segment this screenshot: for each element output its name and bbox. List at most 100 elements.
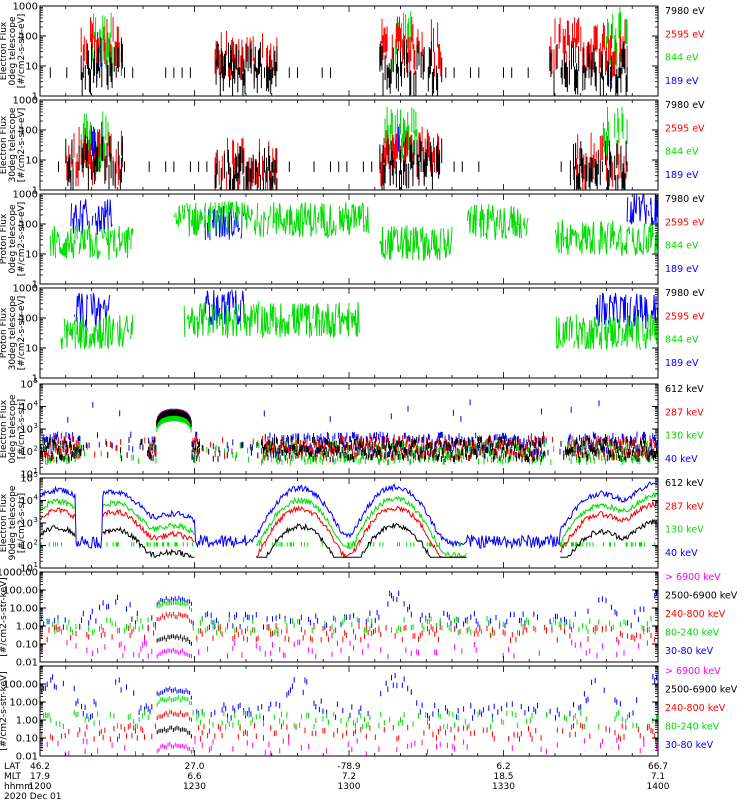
y-axis-label: 30deg telescope [8,107,18,182]
legend-entry: 2500-6900 keV [665,591,738,602]
series-844-ev [60,301,658,351]
panel-data [49,194,658,262]
y-tick-label: 100 [19,126,38,137]
y-tick-label: 0.01 [16,752,38,763]
y-tick-label: 10 [20,380,33,391]
legend-entry: 40 keV [665,454,698,465]
time-axis-mlt-label: 7.2 [342,772,356,782]
legend-entry: 7980 eV [665,6,705,17]
time-axis-row-label: MLT [4,772,22,782]
series-40-kev [40,481,658,550]
time-axis-lat-label: 27.0 [184,762,204,772]
y-axis-label: 0deg telescope [8,394,18,464]
time-axis-row-label: LAT [4,762,21,772]
legend-entry: 2595 eV [665,123,705,134]
time-axis-lat-label: 46.2 [30,762,50,772]
legend-entry: 240-800 keV [665,703,726,714]
y-tick-label: 10 [25,156,38,167]
series-612-kev [40,518,658,559]
series-trace [60,301,658,351]
y-tick-label: 10 [25,62,38,73]
y-tick-label: 1 [32,186,38,197]
series-trace [91,7,628,72]
series-trace [41,695,657,730]
legend-entry: 7980 eV [665,194,705,205]
panel-frame [39,665,659,757]
series-trace [40,518,658,559]
time-axis-mlt-label: 18.5 [493,772,513,782]
series-trace [41,639,648,660]
y-tick-label: 1000 [13,96,38,107]
legend-entry: 130 keV [665,525,704,536]
y-tick-label: 0.10 [16,640,38,651]
time-axis-hhmm-label: 1230 [183,782,206,792]
y-tick-label: 100 [19,220,38,231]
y-axis-label: Proton Flux [0,213,9,264]
legend-entry: 80-240 keV [665,722,720,733]
series-trace [80,16,628,84]
y-axis-label: [#/cm2-s-str-keV] [0,577,9,656]
y-tick-label: 0.10 [16,734,38,745]
series-240-800-kev [41,709,656,743]
series-trace [40,409,658,462]
y-tick-exponent: 1 [34,561,38,569]
legend-entry: 2595 eV [665,217,705,228]
legend-entry: 2500-6900 keV [665,685,738,696]
panel-frame [39,571,659,663]
y-axis-label: 90deg telescope [8,485,18,560]
y-axis-label: Electron Flux [0,493,9,552]
series-trace [40,501,658,559]
panel-ted-p-0: 1 10 100 1000 Proton Flux 0deg telescope [#/cm… [0,190,705,291]
panel-frame [39,99,659,191]
series-trace [40,590,657,631]
y-tick-label: 100 [19,32,38,43]
y-tick-label: 10 [20,402,33,413]
legend-entry: 30-80 keV [665,740,714,751]
series--6900-kev [41,639,648,660]
time-axis: LATMLThhmm46.217.9120027.06.61230-78.97.… [4,762,670,800]
y-tick-label: 1000 [13,284,38,295]
date-label: 2020 Dec 01 [4,792,62,800]
series-trace [40,737,657,756]
legend-entry: 287 keV [665,501,704,512]
y-tick-label: 1 [32,374,38,385]
series-trace [49,37,628,96]
y-axis-label: [#/cm2-s-str] [17,493,27,553]
y-tick-label: 10 [20,470,33,481]
y-tick-label: 100.00 [3,586,38,597]
y-axis-label: [#/cm2-s-str-eV] [17,296,27,371]
y-axis-label: 30deg telescope [8,295,18,370]
panel-data [40,481,658,559]
panel-data [40,672,657,756]
series-trace [40,600,652,636]
panel-frame [39,383,659,475]
series-287-kev [40,501,658,559]
legend-entry: > 6900 keV [665,666,721,677]
y-tick-label: 100 [19,314,38,325]
series-trace [49,201,658,262]
series--6900-kev [40,737,657,756]
series-trace [96,32,613,89]
panel-data [40,399,658,466]
series-80-240-kev [40,600,652,636]
legend-entry: > 6900 keV [665,572,721,583]
y-tick-exponent: 1 [34,467,38,475]
series-240-800-kev [41,611,657,643]
y-tick-label: 10 [25,250,38,261]
legend-entry: 30-80 keV [665,646,714,657]
time-axis-mlt-label: 17.9 [30,772,50,782]
time-axis-lat-label: 6.2 [496,762,510,772]
legend-entry: 2595 eV [665,311,705,322]
series-30-80-kev [40,590,657,631]
series-7980-ev [49,37,628,96]
y-axis-label: [#/cm2-s-str-keV] [0,671,9,750]
y-tick-label: 10 [20,564,33,575]
time-axis-hhmm-label: 1400 [647,782,670,792]
panel-data [60,289,658,351]
y-tick-label: 10 [20,447,33,458]
legend-entry: 7980 eV [665,100,705,111]
series-trace [156,634,192,646]
